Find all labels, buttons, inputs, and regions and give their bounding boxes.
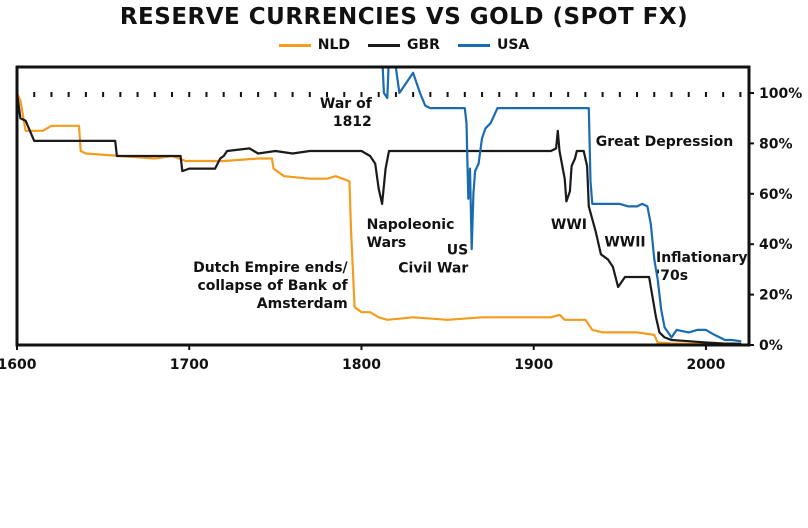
annotation: WWII <box>604 235 645 251</box>
legend-label: NLD <box>317 37 350 53</box>
plot-frame <box>15 65 751 347</box>
legend-label: GBR <box>407 37 440 53</box>
x-tick-label: 1800 <box>342 357 381 373</box>
legend-swatch <box>278 43 311 47</box>
x-tick-label: 1700 <box>170 357 209 373</box>
series-line-usa <box>381 68 742 343</box>
legend-item-nld: NLD <box>278 37 350 53</box>
series-line-gbr <box>18 95 742 344</box>
y-tick-label: 100% <box>759 86 802 102</box>
y-tick-label: 20% <box>759 288 793 304</box>
y-tick-label: 0% <box>759 338 783 354</box>
x-tick-label: 1600 <box>0 357 37 373</box>
legend-label: USA <box>496 37 530 53</box>
annotation: Inflationary '70s <box>656 250 748 284</box>
legend-swatch <box>368 43 400 47</box>
y-tick-label: 60% <box>759 187 793 203</box>
annotation: Dutch Empire ends/collapse of Bank of Ams… <box>193 260 349 312</box>
annotation: WWI <box>551 217 587 233</box>
legend: NLD GBR USA <box>0 37 808 53</box>
y-tick-label: 40% <box>759 237 793 253</box>
x-tick-label: 2000 <box>686 357 725 373</box>
legend-swatch <box>457 43 490 47</box>
series-line-nld <box>18 93 742 344</box>
annotation: Great Depression <box>596 134 734 150</box>
annotation: War of 1812 <box>320 96 373 130</box>
annotation: US Civil War <box>398 242 468 276</box>
chart-title: RESERVE CURRENCIES VS GOLD (SPOT FX) <box>119 4 689 30</box>
annotation: Napoleonic Wars <box>367 217 455 251</box>
legend-item-usa: USA <box>457 37 530 53</box>
x-tick-label: 1900 <box>514 357 553 373</box>
legend-item-gbr: GBR <box>368 37 440 53</box>
y-tick-label: 80% <box>759 136 793 152</box>
